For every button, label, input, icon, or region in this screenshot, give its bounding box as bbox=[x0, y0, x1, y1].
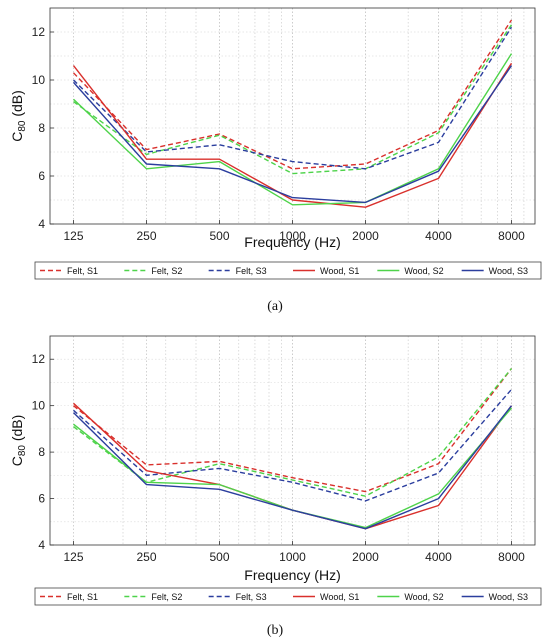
series-group bbox=[73, 368, 513, 530]
legend-label: Wood, S1 bbox=[320, 592, 359, 602]
x-tick-label: 250 bbox=[136, 550, 156, 564]
y-tick-label: 10 bbox=[32, 399, 46, 413]
y-tick-label: 12 bbox=[32, 352, 46, 366]
y-tick-label: 6 bbox=[38, 169, 45, 183]
x-tick-label: 2000 bbox=[352, 229, 379, 243]
x-tick-label: 2000 bbox=[352, 550, 379, 564]
legend-box bbox=[34, 261, 542, 280]
plot-area bbox=[50, 336, 535, 545]
x-tick-label: 125 bbox=[63, 229, 83, 243]
y-tick-label: 6 bbox=[38, 492, 45, 506]
y-tick-label: 10 bbox=[32, 73, 46, 87]
legend-label: Wood, S3 bbox=[489, 592, 528, 602]
y-tick-label: 8 bbox=[38, 445, 45, 459]
series-line-felt-s3 bbox=[73, 388, 513, 502]
x-axis-label: Frequency (Hz) bbox=[244, 234, 340, 250]
grid bbox=[50, 8, 535, 224]
legend-label: Wood, S3 bbox=[489, 266, 528, 276]
legend-label: Wood, S2 bbox=[404, 266, 443, 276]
y-axis-label: C80 (dB) bbox=[9, 90, 28, 142]
x-tick-label: 1000 bbox=[279, 550, 306, 564]
legend-label: Felt, S1 bbox=[67, 592, 98, 602]
y-tick-label: 12 bbox=[32, 25, 46, 39]
y-tick-label: 8 bbox=[38, 121, 45, 135]
x-tick-label: 8000 bbox=[498, 550, 525, 564]
y-axis-label: C80 (dB) bbox=[9, 415, 28, 467]
x-tick-label: 250 bbox=[136, 229, 156, 243]
figure-caption: (a) bbox=[267, 299, 283, 314]
x-tick-label: 4000 bbox=[425, 550, 452, 564]
series-line-felt-s1 bbox=[73, 368, 513, 493]
legend-label: Felt, S1 bbox=[67, 266, 98, 276]
y-tick-label: 4 bbox=[38, 217, 45, 231]
legend-label: Felt, S2 bbox=[151, 592, 182, 602]
series-group bbox=[72, 19, 513, 208]
x-axis-label: Frequency (Hz) bbox=[244, 567, 340, 583]
chart-1: 4 6 8 10 12 125 250 500 1000 2000 4000 8000 Frequenc… bbox=[9, 7, 542, 314]
series-line-wood-s3 bbox=[73, 405, 513, 530]
figure-caption: (b) bbox=[267, 623, 284, 638]
y-tick-label: 4 bbox=[38, 538, 45, 552]
legend-label: Felt, S3 bbox=[236, 266, 267, 276]
x-tick-label: 4000 bbox=[425, 229, 452, 243]
x-tick-label: 1000 bbox=[279, 229, 306, 243]
x-tick-label: 125 bbox=[63, 550, 83, 564]
x-tick-label: 8000 bbox=[498, 229, 525, 243]
chart-2: 4 6 8 10 12 125 250 500 1000 2000 4000 8000 Frequenc… bbox=[9, 335, 542, 638]
legend-label: Wood, S2 bbox=[404, 592, 443, 602]
x-tick-label: 500 bbox=[209, 550, 229, 564]
legend: Felt, S1 Felt, S2 Felt, S3 Wood, S1 Wood, S2… bbox=[34, 587, 542, 606]
legend-label: Felt, S2 bbox=[151, 266, 182, 276]
x-tick-label: 500 bbox=[209, 229, 229, 243]
legend-label: Felt, S3 bbox=[236, 592, 267, 602]
legend: Felt, S1 Felt, S2 Felt, S3 Wood, S1 Wood, S2… bbox=[34, 261, 542, 280]
legend-box bbox=[34, 587, 542, 606]
legend-label: Wood, S1 bbox=[320, 266, 359, 276]
